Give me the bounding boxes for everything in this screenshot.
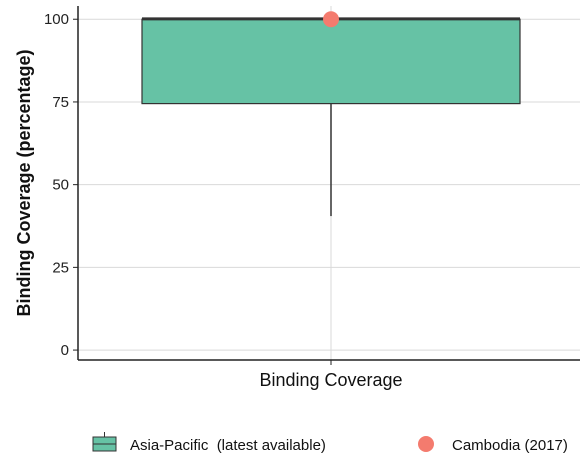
legend-swatch-cambodia [418, 436, 434, 452]
y-tick-label: 75 [52, 94, 69, 111]
legend: Asia-Pacific (latest available) Cambodia… [92, 432, 568, 454]
y-axis-title: Binding Coverage (percentage) [14, 49, 34, 316]
y-tick-label: 0 [61, 342, 69, 359]
box-asia-pacific [141, 18, 521, 105]
legend-label-cambodia: Cambodia (2017) [452, 437, 568, 454]
legend-label-asia-pacific: Asia-Pacific (latest available) [130, 437, 326, 454]
y-tick-label: 100 [44, 11, 69, 28]
y-tick-label: 25 [52, 259, 69, 276]
y-tick-label: 50 [52, 177, 69, 194]
x-axis-title: Binding Coverage [259, 370, 402, 390]
point-cambodia [323, 11, 339, 28]
y-axis-ticks: 0 25 50 75 100 [44, 11, 78, 359]
